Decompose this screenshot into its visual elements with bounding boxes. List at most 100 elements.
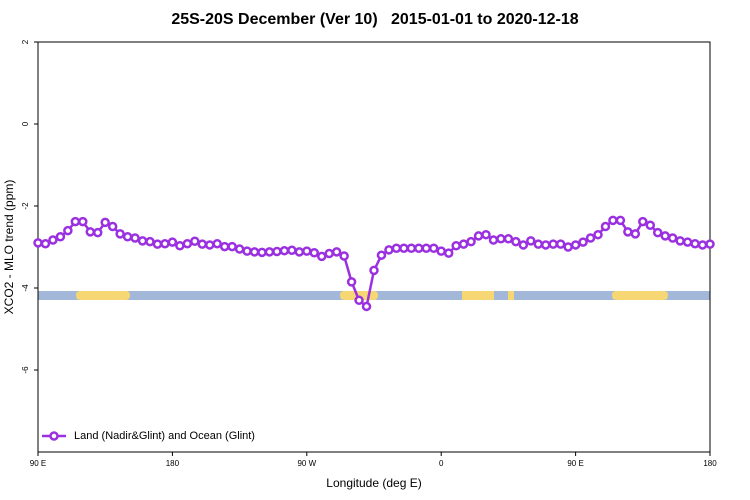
data-point (443, 248, 454, 258)
data-point (570, 240, 581, 250)
data-point (615, 215, 626, 226)
data-point (48, 235, 58, 245)
data-point (167, 237, 178, 247)
data-point (100, 217, 110, 228)
x-tick-label: 90 E (567, 459, 583, 468)
data-point (376, 250, 387, 260)
data-point (436, 246, 446, 256)
data-point (667, 233, 678, 243)
data-point (428, 243, 439, 253)
data-point (503, 234, 514, 244)
data-point (160, 238, 170, 249)
x-tick-label: 0 (439, 459, 444, 468)
data-point (533, 239, 544, 249)
data-point (391, 243, 402, 253)
data-point (660, 231, 670, 241)
data-point (384, 245, 394, 255)
y-tick-label: -4 (21, 284, 30, 292)
y-tick-label: -6 (21, 366, 30, 374)
data-point (585, 233, 596, 243)
data-point (33, 238, 43, 248)
legend-marker (49, 431, 59, 441)
plot-frame (37, 41, 711, 453)
data-point (122, 232, 133, 242)
data-point (78, 216, 88, 227)
data-point (145, 236, 155, 247)
data-point (488, 235, 499, 245)
y-tick-label: 2 (21, 39, 30, 44)
data-point (190, 236, 200, 247)
data-point (466, 236, 476, 247)
data-point (302, 246, 312, 256)
data-point (518, 240, 529, 250)
data-point (652, 227, 663, 238)
data-point (197, 239, 208, 249)
data-point (697, 240, 708, 250)
data-point (608, 215, 618, 226)
data-point (219, 241, 230, 252)
y-axis-label: XCO2 - MLO trend (ppm) (2, 180, 16, 315)
data-point (705, 239, 715, 249)
data-point (182, 238, 193, 249)
data-point (137, 236, 148, 246)
data-point (115, 229, 125, 239)
data-point (175, 241, 185, 251)
data-point (451, 241, 461, 251)
land-band (508, 291, 514, 300)
data-point (690, 238, 700, 249)
data-point (316, 251, 327, 262)
data-point (227, 241, 237, 252)
data-point (414, 243, 424, 253)
land-ocean-band (38, 291, 710, 300)
x-tick-label: 90 W (297, 459, 316, 468)
data-point (593, 229, 603, 240)
x-tick-label: 180 (166, 459, 180, 468)
data-point (130, 233, 140, 243)
data-point (623, 227, 633, 237)
data-point (212, 238, 222, 249)
data-point (526, 236, 536, 246)
data-point (85, 227, 96, 237)
data-point (152, 239, 163, 249)
data-point (399, 243, 409, 253)
data-point (496, 234, 506, 244)
data-point (204, 240, 215, 250)
y-tick-label: 0 (21, 121, 30, 126)
data-point (645, 220, 656, 231)
data-point (70, 216, 81, 227)
data-point (279, 245, 290, 256)
data-point (555, 239, 566, 249)
data-point (63, 225, 73, 236)
data-point (346, 277, 357, 287)
data-point (107, 221, 118, 232)
data-point (675, 236, 685, 246)
data-point (406, 243, 417, 253)
data-point (331, 247, 342, 257)
y-tick-label: -2 (21, 202, 30, 210)
data-point (563, 242, 573, 252)
data-point (272, 246, 282, 257)
data-point (630, 229, 641, 239)
data-point (638, 216, 648, 227)
data-point (264, 247, 275, 257)
chart-title: 25S-20S December (Ver 10) 2015-01-01 to … (171, 11, 578, 28)
data-point (309, 247, 320, 258)
data-point (369, 265, 379, 276)
data-point (421, 243, 432, 253)
x-axis-label: Longitude (deg E) (326, 476, 421, 490)
land-band (462, 291, 494, 300)
data-point (354, 295, 364, 306)
data-point (339, 251, 349, 261)
legend-label: Land (Nadir&Glint) and Ocean (Glint) (74, 430, 255, 442)
data-point (548, 239, 558, 249)
data-point (540, 240, 551, 250)
land-band (612, 291, 668, 300)
data-point (682, 237, 693, 247)
data-point (578, 237, 588, 247)
data-point (287, 245, 297, 256)
land-band (76, 291, 130, 300)
data-point (511, 236, 521, 247)
data-point (361, 301, 372, 312)
data-point (249, 247, 260, 257)
